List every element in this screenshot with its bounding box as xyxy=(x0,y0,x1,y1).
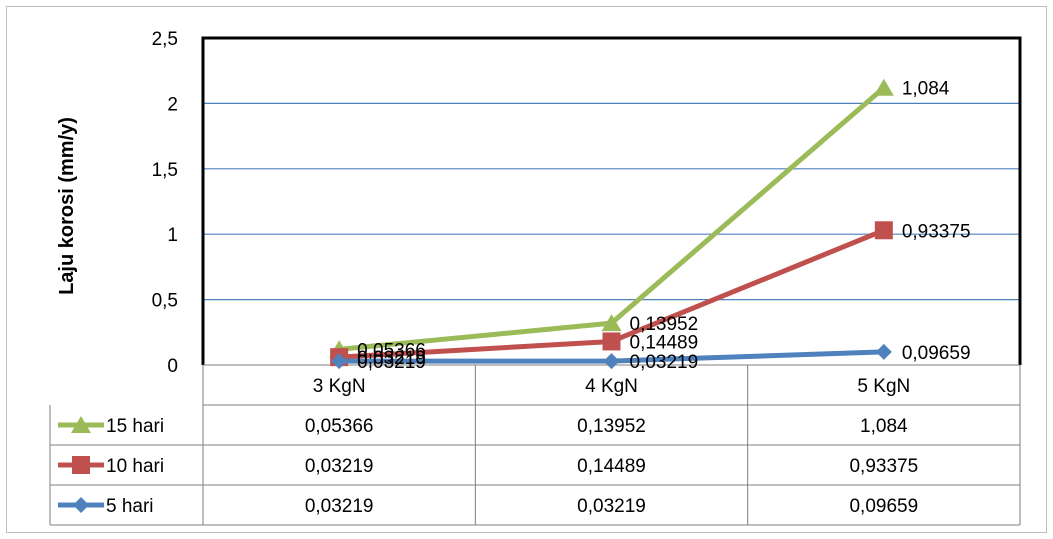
data-label: 0,14489 xyxy=(630,332,699,353)
y-tick-label: 1,5 xyxy=(152,160,178,181)
data-label: 1,084 xyxy=(902,79,950,100)
legend-label: 5 hari xyxy=(106,496,154,517)
data-point xyxy=(601,314,622,332)
data-point xyxy=(331,353,348,370)
data-label: 0,93375 xyxy=(902,221,971,242)
table-cell: 0,05366 xyxy=(305,416,374,437)
data-point xyxy=(603,353,620,370)
x-category-label: 5 KgN xyxy=(857,376,910,397)
y-tick-label: 0,5 xyxy=(152,291,178,312)
data-label: 0,05366 xyxy=(357,340,426,361)
table-cell: 0,03219 xyxy=(577,496,646,517)
table-cell: 0,09659 xyxy=(849,496,918,517)
x-category-label: 3 KgN xyxy=(313,376,366,397)
series-line xyxy=(338,85,886,352)
data-point xyxy=(875,343,892,360)
y-tick-label: 0 xyxy=(167,356,178,377)
table-cell: 0,93375 xyxy=(849,456,918,477)
data-label: 0,09659 xyxy=(902,343,971,364)
y-tick-label: 2,5 xyxy=(152,29,178,50)
data-point xyxy=(602,332,621,351)
plot-border xyxy=(201,36,1022,365)
legend-marker xyxy=(71,416,91,433)
data-label: 0,13952 xyxy=(630,314,699,335)
table-cell: 0,03219 xyxy=(305,456,374,477)
table-cell: 0,03219 xyxy=(305,496,374,517)
legend-marker xyxy=(73,497,89,513)
data-label: 0,03219 xyxy=(357,352,426,373)
y-tick-label: 2 xyxy=(167,94,178,115)
y-tick-label: 1 xyxy=(167,225,178,246)
x-category-label: 4 KgN xyxy=(585,376,638,397)
legend-label: 10 hari xyxy=(106,456,164,477)
legend-label: 15 hari xyxy=(106,416,164,437)
table-cell: 0,14489 xyxy=(577,456,646,477)
y-axis-title: Laju korosi (mm/y) xyxy=(56,117,78,295)
data-label: 0,03219 xyxy=(630,352,699,373)
table-cell: 1,084 xyxy=(860,416,908,437)
legend-marker xyxy=(72,456,90,474)
data-point xyxy=(873,78,894,96)
data-label: 0,03219 xyxy=(357,348,426,369)
chart-frame xyxy=(6,6,1047,533)
data-point xyxy=(874,221,893,240)
table-cell: 0,13952 xyxy=(577,416,646,437)
